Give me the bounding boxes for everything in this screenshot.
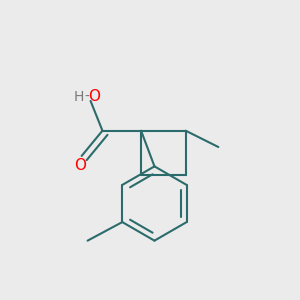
Text: O: O bbox=[88, 89, 101, 104]
Text: H: H bbox=[74, 89, 84, 103]
Text: -: - bbox=[84, 89, 89, 103]
Text: O: O bbox=[74, 158, 86, 173]
